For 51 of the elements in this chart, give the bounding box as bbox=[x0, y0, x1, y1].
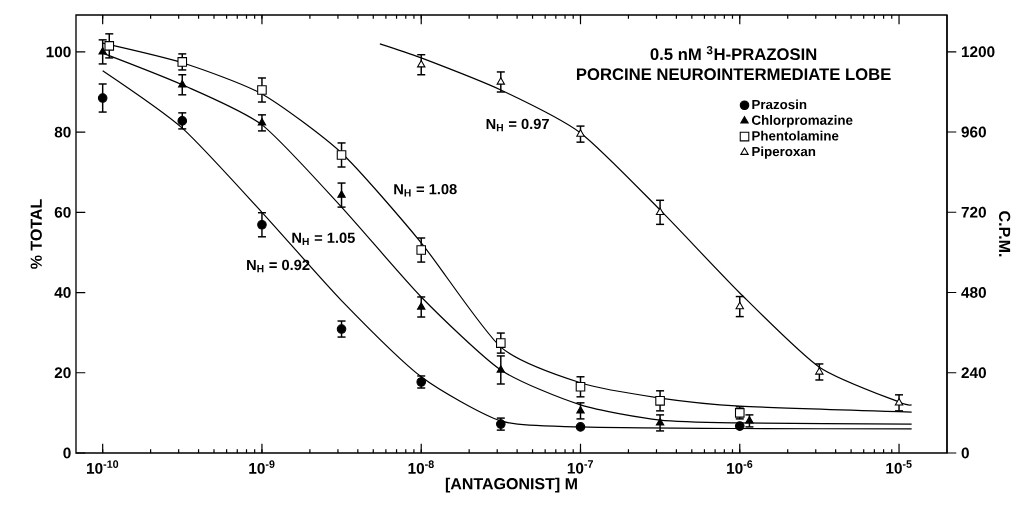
y2-tick-label: 240 bbox=[961, 367, 986, 379]
point bbox=[496, 365, 506, 373]
point bbox=[336, 324, 347, 334]
point bbox=[257, 85, 267, 95]
legend-label: Piperoxan bbox=[752, 146, 816, 159]
point bbox=[177, 57, 188, 67]
point bbox=[655, 396, 665, 406]
y-tick-label: 60 bbox=[54, 206, 71, 218]
point bbox=[416, 302, 426, 310]
point bbox=[177, 116, 188, 126]
y-tick-label: 100 bbox=[46, 46, 71, 58]
x-tick-label: 10$^{-7}$ bbox=[567, 460, 593, 474]
legend-label: Phentolamine bbox=[752, 130, 839, 141]
legend-label: Prazosin bbox=[752, 99, 807, 110]
legend-label: Chlorpromazine bbox=[752, 115, 853, 128]
y-tick-label: 40 bbox=[54, 287, 71, 298]
y2-axis-title: C.P.M. bbox=[998, 211, 1011, 257]
y2-tick-label: 960 bbox=[961, 126, 986, 138]
point bbox=[98, 47, 107, 55]
annotation: N$_{H}$ = 0.97 bbox=[486, 118, 549, 132]
text: PORCINE NEUROINTERMEDIATE LOBE bbox=[576, 68, 891, 81]
annotation: N$_{H}$ = 1.05 bbox=[292, 232, 355, 246]
text: 0.5 nM $^{3}$H-PRAZOSIN bbox=[650, 45, 817, 61]
x-axis-title: [ANTAGONIST] M bbox=[445, 477, 577, 493]
x-tick-label: 10$^{-10}$ bbox=[87, 460, 119, 474]
y-tick-label: 0 bbox=[63, 447, 71, 459]
point bbox=[655, 418, 665, 426]
x-tick-label: 10$^{-9}$ bbox=[249, 460, 275, 474]
point bbox=[337, 190, 346, 198]
x-tick-label: 10$^{-6}$ bbox=[727, 460, 753, 474]
y2-tick-label: 720 bbox=[961, 206, 986, 218]
point bbox=[575, 382, 586, 392]
annotation: N$_{H}$ = 0.92 bbox=[247, 259, 310, 273]
x-tick-label: 10$^{-5}$ bbox=[886, 460, 912, 474]
point bbox=[257, 219, 267, 230]
point bbox=[257, 118, 267, 126]
y2-tick-label: 1200 bbox=[961, 46, 995, 58]
y2-tick-label: 480 bbox=[961, 287, 986, 298]
y-tick-label: 80 bbox=[54, 126, 71, 138]
y-tick-label: 20 bbox=[54, 367, 71, 379]
point bbox=[97, 93, 108, 103]
point bbox=[576, 406, 585, 414]
y-axis-title: % TOTAL bbox=[30, 199, 42, 269]
point bbox=[496, 338, 506, 348]
point bbox=[575, 422, 586, 432]
point bbox=[178, 79, 187, 88]
x-tick-label: 10$^{-8}$ bbox=[408, 460, 434, 474]
point bbox=[336, 150, 347, 160]
y2-tick-label: 0 bbox=[961, 447, 969, 459]
point bbox=[416, 245, 427, 255]
annotation: N$_{H}$ = 1.08 bbox=[394, 183, 457, 197]
